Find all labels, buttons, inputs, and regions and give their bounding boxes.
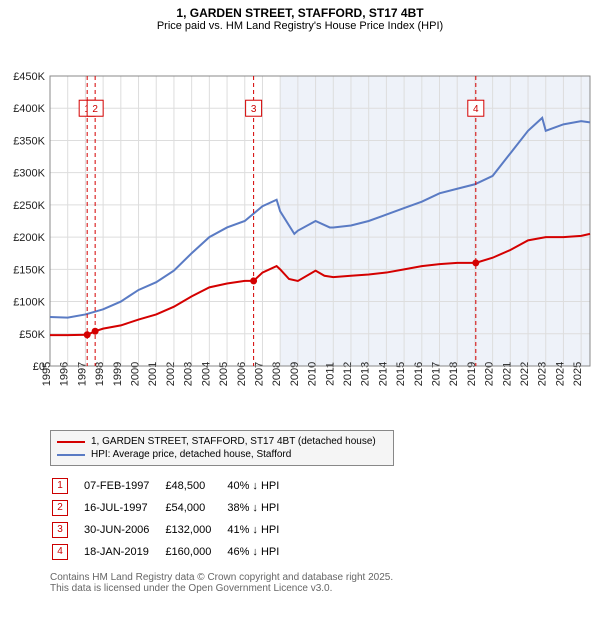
svg-text:£350K: £350K — [13, 135, 45, 147]
svg-text:2020: 2020 — [484, 362, 496, 386]
svg-text:2007: 2007 — [253, 362, 265, 386]
svg-text:4: 4 — [473, 104, 479, 115]
tx-badge: 1 — [52, 478, 68, 494]
tx-delta: 38% ↓ HPI — [227, 498, 293, 518]
svg-text:2008: 2008 — [271, 362, 283, 386]
svg-text:2009: 2009 — [289, 362, 301, 386]
svg-text:2016: 2016 — [413, 362, 425, 386]
svg-text:3: 3 — [251, 104, 257, 115]
svg-text:2001: 2001 — [147, 362, 159, 386]
svg-text:2002: 2002 — [165, 362, 177, 386]
transactions-table: 1 07-FEB-1997£48,50040% ↓ HPI 2 16-JUL-1997… — [50, 474, 295, 564]
tx-badge: 4 — [52, 544, 68, 560]
tx-price: £54,000 — [165, 498, 225, 518]
chart-container: £0£50K£100K£150K£200K£250K£300K£350K£400… — [0, 36, 600, 426]
table-row: 2 16-JUL-1997£54,00038% ↓ HPI — [52, 498, 293, 518]
tx-delta: 41% ↓ HPI — [227, 520, 293, 540]
legend-label: 1, GARDEN STREET, STAFFORD, ST17 4BT (de… — [91, 436, 376, 447]
legend-label: HPI: Average price, detached house, Staf… — [91, 449, 291, 460]
svg-text:2015: 2015 — [395, 362, 407, 386]
svg-text:2012: 2012 — [342, 362, 354, 386]
svg-text:£450K: £450K — [13, 71, 45, 83]
svg-text:2003: 2003 — [183, 362, 195, 386]
svg-text:2018: 2018 — [448, 362, 460, 386]
tx-price: £48,500 — [165, 476, 225, 496]
legend-swatch — [57, 454, 85, 456]
table-row: 1 07-FEB-1997£48,50040% ↓ HPI — [52, 476, 293, 496]
svg-text:2004: 2004 — [200, 362, 212, 386]
svg-text:2010: 2010 — [307, 362, 319, 386]
tx-price: £132,000 — [165, 520, 225, 540]
tx-date: 16-JUL-1997 — [84, 498, 163, 518]
svg-text:2023: 2023 — [537, 362, 549, 386]
svg-text:2024: 2024 — [554, 362, 566, 386]
svg-text:£150K: £150K — [13, 264, 45, 276]
svg-text:2000: 2000 — [130, 362, 142, 386]
svg-text:2014: 2014 — [377, 362, 389, 386]
svg-text:2017: 2017 — [431, 362, 443, 386]
license-text: Contains HM Land Registry data © Crown c… — [50, 572, 600, 594]
svg-text:£50K: £50K — [19, 329, 45, 341]
license-line1: Contains HM Land Registry data © Crown c… — [50, 572, 600, 583]
tx-date: 18-JAN-2019 — [84, 542, 163, 562]
svg-text:£200K: £200K — [13, 232, 45, 244]
svg-text:2: 2 — [92, 104, 98, 115]
table-row: 4 18-JAN-2019£160,00046% ↓ HPI — [52, 542, 293, 562]
svg-text:£250K: £250K — [13, 200, 45, 212]
svg-text:2013: 2013 — [360, 362, 372, 386]
tx-price: £160,000 — [165, 542, 225, 562]
table-row: 3 30-JUN-2006£132,00041% ↓ HPI — [52, 520, 293, 540]
tx-badge: 3 — [52, 522, 68, 538]
svg-text:2005: 2005 — [218, 362, 230, 386]
tx-delta: 46% ↓ HPI — [227, 542, 293, 562]
license-line2: This data is licensed under the Open Gov… — [50, 583, 600, 594]
svg-text:£100K: £100K — [13, 297, 45, 309]
svg-text:1997: 1997 — [76, 362, 88, 386]
svg-text:1998: 1998 — [94, 362, 106, 386]
svg-text:2025: 2025 — [572, 362, 584, 386]
legend-item: HPI: Average price, detached house, Staf… — [57, 448, 387, 461]
svg-text:1996: 1996 — [59, 362, 71, 386]
svg-text:2006: 2006 — [236, 362, 248, 386]
tx-delta: 40% ↓ HPI — [227, 476, 293, 496]
legend: 1, GARDEN STREET, STAFFORD, ST17 4BT (de… — [50, 430, 394, 466]
page-subtitle: Price paid vs. HM Land Registry's House … — [0, 20, 600, 36]
svg-text:1995: 1995 — [41, 362, 53, 386]
page-title: 1, GARDEN STREET, STAFFORD, ST17 4BT — [0, 0, 600, 20]
legend-item: 1, GARDEN STREET, STAFFORD, ST17 4BT (de… — [57, 435, 387, 448]
svg-text:1999: 1999 — [112, 362, 124, 386]
tx-date: 30-JUN-2006 — [84, 520, 163, 540]
svg-text:2021: 2021 — [501, 362, 513, 386]
tx-badge: 2 — [52, 500, 68, 516]
svg-text:2022: 2022 — [519, 362, 531, 386]
svg-text:£300K: £300K — [13, 168, 45, 180]
legend-swatch — [57, 441, 85, 443]
price-chart: £0£50K£100K£150K£200K£250K£300K£350K£400… — [0, 36, 600, 421]
tx-date: 07-FEB-1997 — [84, 476, 163, 496]
svg-text:£400K: £400K — [13, 103, 45, 115]
